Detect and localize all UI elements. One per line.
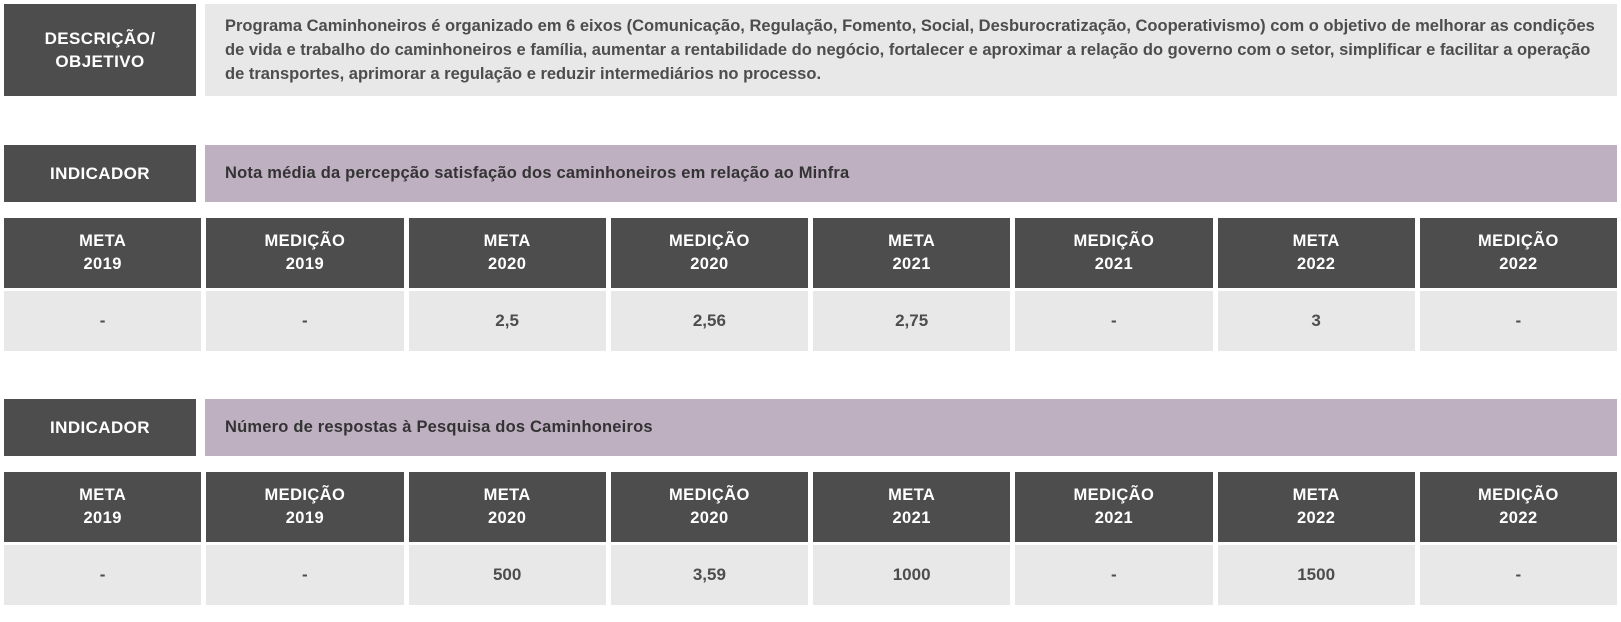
- indicator1-label: INDICADOR: [4, 145, 196, 202]
- table1-value-meta-2022: 3: [1217, 291, 1415, 351]
- table1-header-meta-2020: META 2020: [408, 218, 606, 288]
- table2-value-medicao-2020: 3,59: [610, 545, 808, 605]
- section-spacer: [4, 351, 1617, 399]
- table2-header-meta-2019: META 2019: [4, 472, 202, 542]
- table2-header-medicao-2021: MEDIÇÃO 2021: [1015, 472, 1213, 542]
- table2-header-medicao-2020: MEDIÇÃO 2020: [610, 472, 808, 542]
- section-spacer: [4, 202, 1617, 218]
- description-section: DESCRIÇÃO/ OBJETIVO Programa Caminhoneir…: [4, 4, 1617, 96]
- table1-value-medicao-2022: -: [1419, 291, 1617, 351]
- table1-value-medicao-2020: 2,56: [610, 291, 808, 351]
- indicator1-section: INDICADOR Nota média da percepção satisf…: [4, 145, 1617, 202]
- table1-value-medicao-2019: -: [206, 291, 404, 351]
- table1-header-medicao-2020: MEDIÇÃO 2020: [610, 218, 808, 288]
- table2-value-medicao-2022: -: [1419, 545, 1617, 605]
- section-spacer: [4, 456, 1617, 472]
- table1-value-row: - - 2,5 2,56 2,75 - 3 -: [4, 291, 1617, 351]
- table2-value-medicao-2021: -: [1015, 545, 1213, 605]
- table2-header-meta-2020: META 2020: [408, 472, 606, 542]
- table2-header-row: META 2019 MEDIÇÃO 2019 META 2020 MEDIÇÃO 202…: [4, 472, 1617, 542]
- table2-header-medicao-2019: MEDIÇÃO 2019: [206, 472, 404, 542]
- table1-header-row: META 2019 MEDIÇÃO 2019 META 2020 MEDIÇÃO 202…: [4, 218, 1617, 288]
- description-label-line2: OBJETIVO: [55, 52, 145, 71]
- table2-value-medicao-2019: -: [206, 545, 404, 605]
- description-label-line1: DESCRIÇÃO/: [44, 29, 156, 48]
- table2-header-medicao-2022: MEDIÇÃO 2022: [1419, 472, 1617, 542]
- table2-value-meta-2022: 1500: [1217, 545, 1415, 605]
- indicator2-text-content: Número de respostas à Pesquisa dos Camin…: [225, 418, 653, 436]
- table2-header-meta-2021: META 2021: [813, 472, 1011, 542]
- indicator1-text-content: Nota média da percepção satisfação dos c…: [225, 164, 850, 182]
- indicator2-label: INDICADOR: [4, 399, 196, 456]
- table2-value-meta-2021: 1000: [813, 545, 1011, 605]
- indicator1-text: Nota média da percepção satisfação dos c…: [205, 145, 1617, 202]
- report-page: DESCRIÇÃO/ OBJETIVO Programa Caminhoneir…: [4, 4, 1617, 605]
- description-text-content: Programa Caminhoneiros é organizado em 6…: [225, 17, 1595, 83]
- section-spacer: [4, 96, 1617, 145]
- description-text: Programa Caminhoneiros é organizado em 6…: [205, 4, 1617, 96]
- table1-header-medicao-2022: MEDIÇÃO 2022: [1419, 218, 1617, 288]
- table1-value-medicao-2021: -: [1015, 291, 1213, 351]
- table1-header-meta-2022: META 2022: [1217, 218, 1415, 288]
- indicator2-text: Número de respostas à Pesquisa dos Camin…: [205, 399, 1617, 456]
- table1-header-meta-2019: META 2019: [4, 218, 202, 288]
- table1-header-meta-2021: META 2021: [813, 218, 1011, 288]
- table1-header-medicao-2021: MEDIÇÃO 2021: [1015, 218, 1213, 288]
- table2-value-meta-2020: 500: [408, 545, 606, 605]
- table2-value-row: - - 500 3,59 1000 - 1500 -: [4, 545, 1617, 605]
- table1-value-meta-2020: 2,5: [408, 291, 606, 351]
- description-objective-label: DESCRIÇÃO/ OBJETIVO: [4, 4, 196, 96]
- table1-value-meta-2021: 2,75: [813, 291, 1011, 351]
- table1-header-medicao-2019: MEDIÇÃO 2019: [206, 218, 404, 288]
- indicator2-section: INDICADOR Número de respostas à Pesquisa…: [4, 399, 1617, 456]
- table1-value-meta-2019: -: [4, 291, 202, 351]
- table2-header-meta-2022: META 2022: [1217, 472, 1415, 542]
- table2-value-meta-2019: -: [4, 545, 202, 605]
